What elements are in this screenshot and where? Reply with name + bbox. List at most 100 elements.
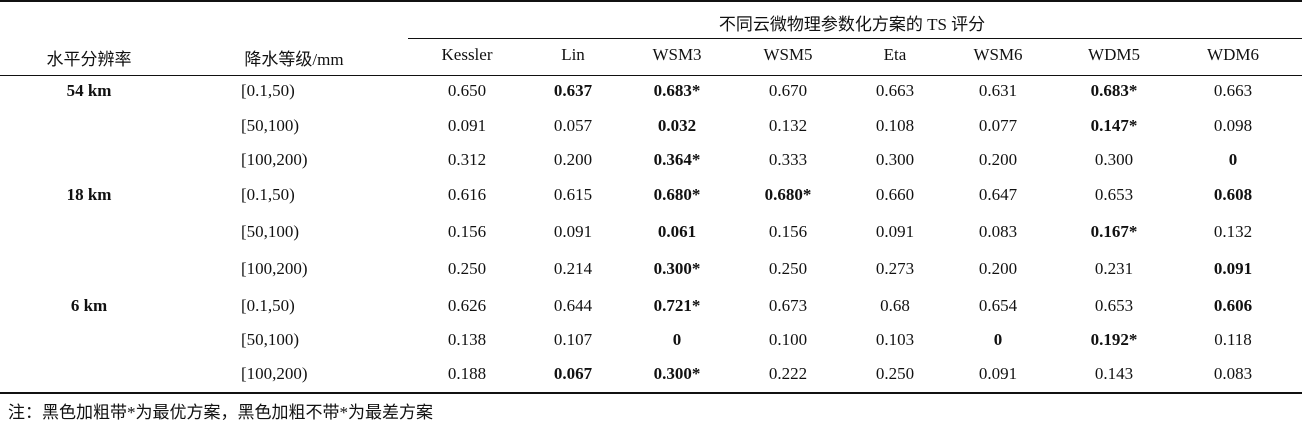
column-header-scheme: Kessler (441, 45, 493, 64)
score-cell: 0.606 (1213, 296, 1253, 315)
score-cell: 0.192* (1090, 330, 1138, 349)
score-cell: 0.300* (653, 364, 701, 383)
score-cell: 0.333 (768, 150, 808, 169)
score-cell: 0.091 (978, 364, 1018, 383)
score-cell: 0.721* (653, 296, 701, 315)
score-cell: 0.637 (553, 81, 593, 100)
score-cell: 0.143 (1094, 364, 1134, 383)
score-cell: 0.098 (1213, 116, 1253, 135)
level-cell: [50,100) (241, 330, 300, 349)
score-cell: 0.673 (768, 296, 808, 315)
header-bottom-rule (0, 75, 1302, 76)
score-cell: 0.364* (653, 150, 701, 169)
score-cell: 0.200 (553, 150, 593, 169)
score-cell: 0.250 (447, 259, 487, 278)
score-cell: 0.100 (768, 330, 808, 349)
score-cell: 0.167* (1090, 222, 1138, 241)
score-cell: 0.653 (1094, 185, 1134, 204)
table-bottom-rule (0, 392, 1302, 394)
column-header-scheme: WSM5 (763, 45, 813, 64)
score-cell: 0.683* (1090, 81, 1138, 100)
column-header-level: 降水等级/mm (244, 50, 344, 69)
score-cell: 0.670 (768, 81, 808, 100)
level-cell: [100,200) (241, 259, 308, 278)
column-header-scheme: WDM6 (1207, 45, 1259, 64)
score-cell: 0.653 (1094, 296, 1134, 315)
score-cell: 0.608 (1213, 185, 1253, 204)
resolution-cell: 54 km (66, 81, 112, 100)
score-cell: 0.057 (553, 116, 593, 135)
score-cell: 0.663 (875, 81, 915, 100)
score-cell: 0.132 (768, 116, 808, 135)
score-cell: 0.083 (1213, 364, 1253, 383)
group-header: 不同云微物理参数化方案的 TS 评分 (718, 15, 986, 34)
score-cell: 0.660 (875, 185, 915, 204)
column-header-scheme: Eta (883, 45, 907, 64)
score-cell: 0.680* (764, 185, 812, 204)
score-cell: 0.061 (657, 222, 697, 241)
level-cell: [0.1,50) (241, 81, 295, 100)
score-cell: 0.631 (978, 81, 1018, 100)
score-cell: 0.067 (553, 364, 593, 383)
score-cell: 0.132 (1213, 222, 1253, 241)
level-cell: [0.1,50) (241, 296, 295, 315)
score-cell: 0.231 (1094, 259, 1134, 278)
score-cell: 0.615 (553, 185, 593, 204)
score-cell: 0.300 (875, 150, 915, 169)
level-cell: [0.1,50) (241, 185, 295, 204)
score-cell: 0.200 (978, 150, 1018, 169)
score-cell: 0 (993, 330, 1003, 349)
score-cell: 0.222 (768, 364, 808, 383)
score-cell: 0.091 (875, 222, 915, 241)
score-cell: 0.188 (447, 364, 487, 383)
column-header-resolution: 水平分辨率 (46, 50, 132, 69)
score-cell: 0.091 (447, 116, 487, 135)
score-cell: 0 (1228, 150, 1238, 169)
score-cell: 0.077 (978, 116, 1018, 135)
score-cell: 0.683* (653, 81, 701, 100)
score-cell: 0.200 (978, 259, 1018, 278)
score-cell: 0.312 (447, 150, 487, 169)
score-cell: 0.156 (768, 222, 808, 241)
score-cell: 0.626 (447, 296, 487, 315)
resolution-cell: 6 km (70, 296, 108, 315)
score-cell: 0.647 (978, 185, 1018, 204)
level-cell: [50,100) (241, 116, 300, 135)
score-cell: 0.650 (447, 81, 487, 100)
resolution-cell: 18 km (66, 185, 112, 204)
score-cell: 0.654 (978, 296, 1018, 315)
score-cell: 0.214 (553, 259, 593, 278)
score-cell: 0.108 (875, 116, 915, 135)
score-cell: 0.083 (978, 222, 1018, 241)
level-cell: [100,200) (241, 150, 308, 169)
score-cell: 0.663 (1213, 81, 1253, 100)
score-cell: 0.118 (1214, 330, 1252, 349)
score-cell: 0.68 (880, 296, 910, 315)
score-cell: 0.107 (553, 330, 593, 349)
score-cell: 0.103 (875, 330, 915, 349)
score-cell: 0.147* (1090, 116, 1138, 135)
group-header-underline (408, 38, 1302, 39)
score-cell: 0.273 (875, 259, 915, 278)
column-header-scheme: Lin (561, 45, 585, 64)
score-cell: 0.156 (447, 222, 487, 241)
score-cell: 0.091 (553, 222, 593, 241)
level-cell: [50,100) (241, 222, 300, 241)
score-cell: 0 (672, 330, 682, 349)
score-cell: 0.250 (768, 259, 808, 278)
column-header-scheme: WSM6 (973, 45, 1023, 64)
score-cell: 0.680* (653, 185, 701, 204)
score-cell: 0.644 (553, 296, 593, 315)
column-header-scheme: WDM5 (1088, 45, 1140, 64)
score-cell: 0.616 (447, 185, 487, 204)
score-cell: 0.138 (447, 330, 487, 349)
score-cell: 0.032 (657, 116, 697, 135)
score-cell: 0.091 (1213, 259, 1253, 278)
level-cell: [100,200) (241, 364, 308, 383)
score-cell: 0.250 (875, 364, 915, 383)
score-cell: 0.300 (1094, 150, 1134, 169)
column-header-scheme: WSM3 (652, 45, 702, 64)
score-cell: 0.300* (653, 259, 701, 278)
table-top-rule (0, 0, 1302, 2)
table-note: 注：黑色加粗带*为最优方案，黑色加粗不带*为最差方案 (8, 403, 433, 422)
